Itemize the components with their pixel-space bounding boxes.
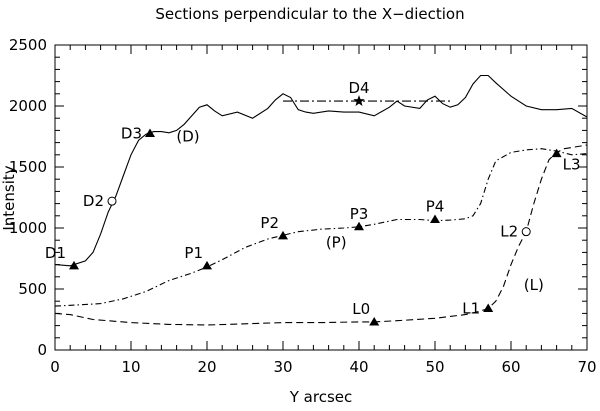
marker-d1 [69, 260, 79, 270]
label-d1: D1 [45, 244, 66, 262]
marker-d2 [107, 196, 117, 206]
x-tick-label: 60 [501, 358, 520, 376]
marker-p1 [202, 260, 212, 270]
marker-d4 [353, 95, 365, 106]
label-p3: P3 [350, 205, 369, 223]
label-p2: P2 [260, 214, 279, 232]
series-line-2 [54, 144, 588, 326]
series-label: (D) [176, 127, 199, 145]
y-tick-label: 500 [18, 280, 47, 298]
label-p1: P1 [184, 244, 203, 262]
x-tick-label: 20 [197, 358, 216, 376]
marker-l2 [521, 227, 531, 237]
x-tick-label: 50 [425, 358, 444, 376]
annotation-markers [69, 95, 562, 326]
y-tick-label: 1500 [9, 158, 47, 176]
series-line-0 [54, 74, 588, 267]
y-axis-label: Intensity [0, 165, 18, 230]
y-tick-label: 1000 [9, 219, 47, 237]
x-tick-label: 0 [50, 358, 60, 376]
series-lines [54, 74, 588, 326]
y-tick-label: 2000 [9, 97, 47, 115]
tick-labels: 0 10 20 30 40 50 60 70 0 500 1000 1500 2000 2500 [9, 36, 597, 376]
label-l3: L3 [563, 156, 581, 174]
label-d2: D2 [83, 192, 104, 210]
marker-p4 [430, 214, 440, 223]
label-d3: D3 [121, 124, 142, 142]
annotation-labels: D1 D2 D3 D4 P1 P2 P3 P4 L0 L1 L2 L3 (D) (P) (L) [45, 79, 581, 318]
y-tick-label: 2500 [9, 36, 47, 54]
label-d4: D4 [348, 79, 369, 97]
label-l2: L2 [500, 223, 518, 241]
chart-title: Sections perpendicular to the X−diection [155, 5, 464, 23]
marker-l3 [551, 148, 562, 158]
x-axis-label: Y arcsec [289, 388, 353, 406]
marker-l1 [483, 303, 494, 313]
plot-frame [54, 44, 588, 351]
series-line-1 [54, 148, 588, 307]
axis-ticks [54, 44, 588, 351]
x-tick-label: 30 [273, 358, 292, 376]
label-l1: L1 [462, 300, 480, 318]
marker-d3 [145, 128, 155, 137]
x-tick-label: 70 [577, 358, 596, 376]
y-tick-label: 0 [37, 341, 47, 359]
label-p4: P4 [426, 197, 445, 215]
marker-p3 [354, 221, 364, 231]
series-label: (P) [326, 234, 347, 252]
x-tick-label: 40 [349, 358, 368, 376]
series-label: (L) [524, 276, 544, 294]
marker-l0 [369, 316, 380, 326]
label-l0: L0 [352, 300, 370, 318]
marker-p2 [278, 230, 288, 240]
x-tick-label: 10 [121, 358, 140, 376]
